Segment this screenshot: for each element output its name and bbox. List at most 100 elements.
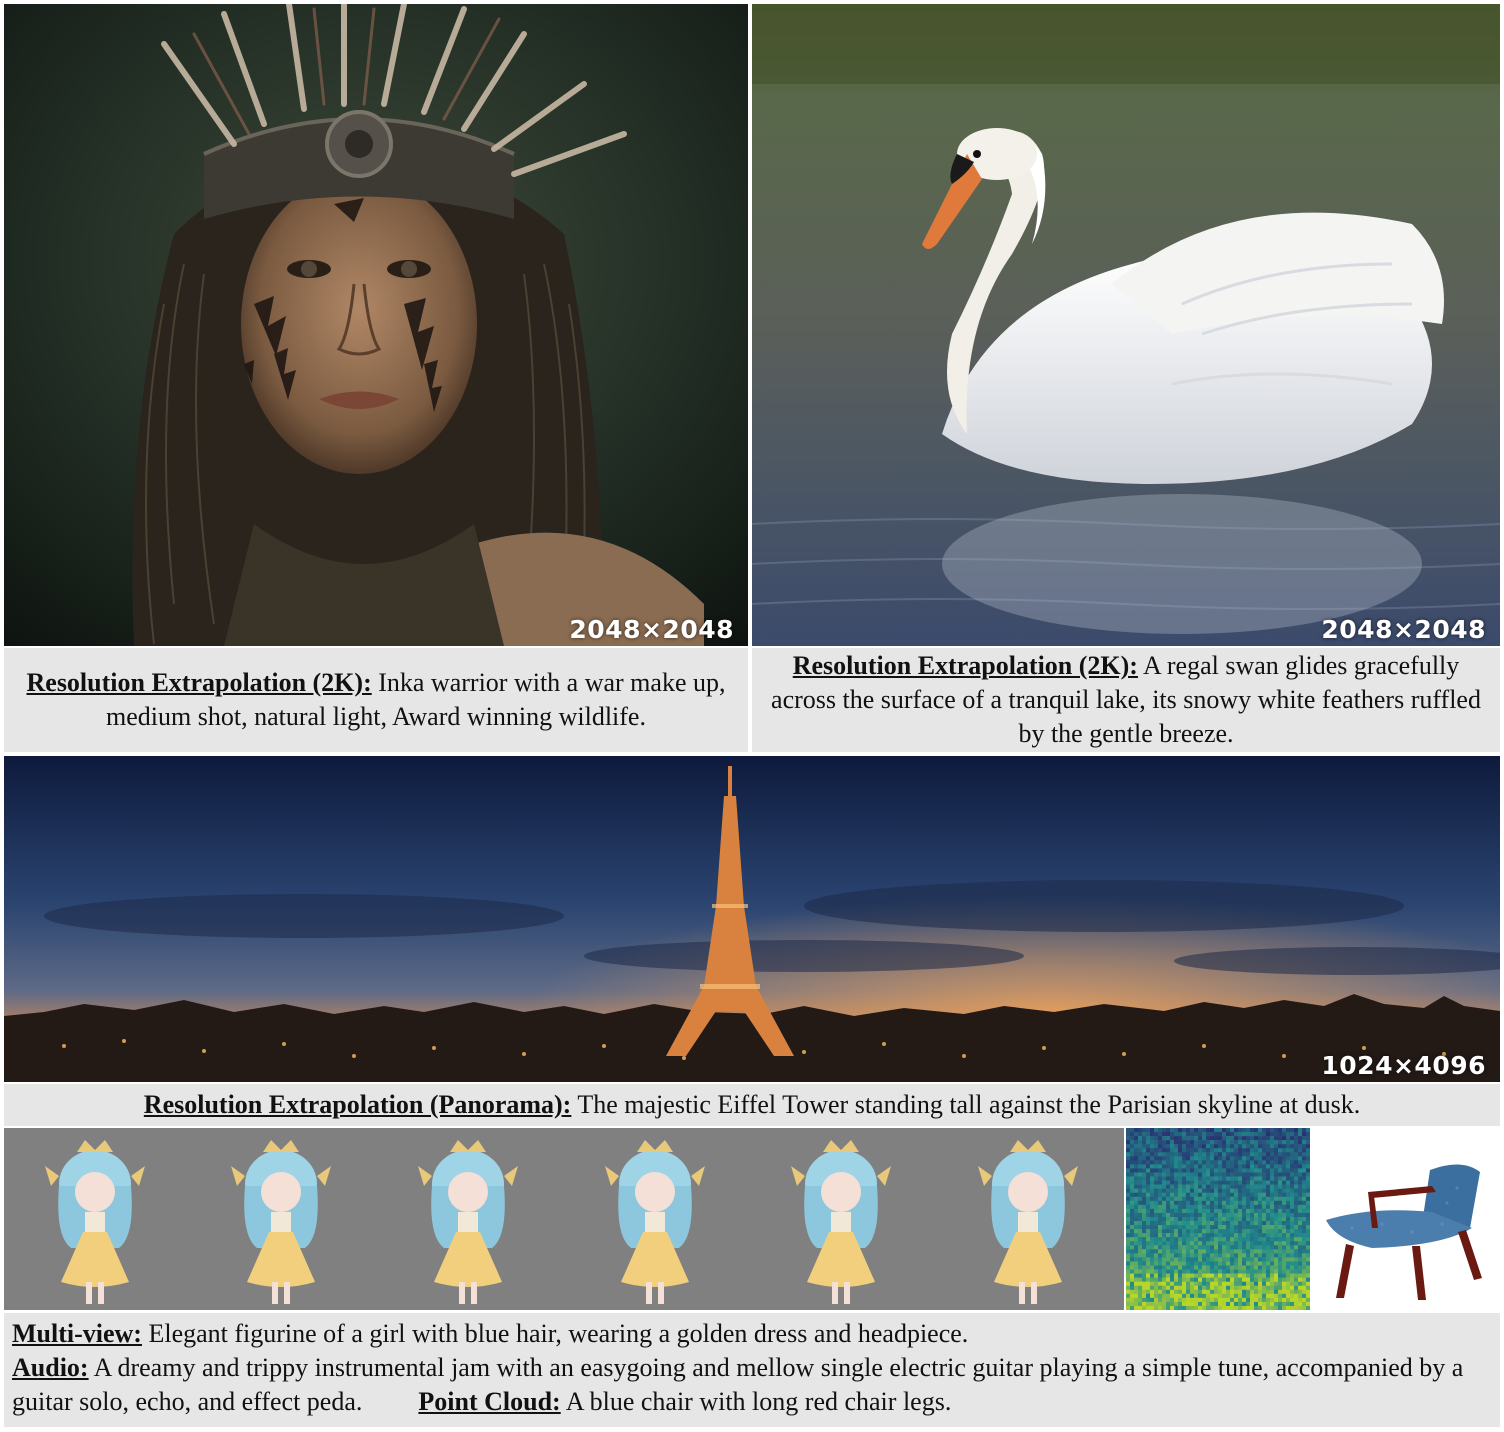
spectrogram-cell: [1242, 1192, 1247, 1198]
spectrogram-cell: [1150, 1180, 1155, 1185]
spectrogram-cell: [1262, 1221, 1267, 1226]
spectrogram-cell: [1138, 1136, 1143, 1141]
spectrogram-cell: [1226, 1160, 1231, 1165]
spectrogram-cell: [1178, 1285, 1183, 1291]
spectrogram-cell: [1306, 1249, 1310, 1254]
spectrogram-cell: [1242, 1140, 1247, 1145]
spectrogram-cell: [1182, 1212, 1187, 1218]
spectrogram-cell: [1190, 1140, 1195, 1145]
spectrogram-cell: [1150, 1273, 1155, 1278]
spectrogram-cell: [1178, 1204, 1183, 1210]
spectrogram-cell: [1254, 1200, 1259, 1206]
spectrogram-cell: [1186, 1285, 1191, 1291]
spectrogram-cell: [1130, 1216, 1135, 1222]
swan-caption: Resolution Extrapolation (2K): A regal s…: [752, 648, 1500, 752]
spectrogram-cell: [1178, 1305, 1183, 1310]
spectrogram-cell: [1138, 1257, 1143, 1262]
spectrogram-cell: [1214, 1208, 1219, 1214]
spectrogram-cell: [1214, 1277, 1219, 1282]
spectrogram-cell: [1206, 1249, 1211, 1254]
spectrogram-cell: [1142, 1180, 1147, 1185]
spectrogram-cell: [1274, 1204, 1279, 1210]
spectrogram-cell: [1146, 1285, 1151, 1291]
spectrogram-cell: [1282, 1297, 1287, 1303]
spectrogram-cell: [1266, 1225, 1271, 1230]
spectrogram-cell: [1166, 1229, 1171, 1234]
spectrogram-cell: [1174, 1204, 1179, 1210]
spectrogram-cell: [1142, 1176, 1147, 1181]
spectrogram-cell: [1274, 1273, 1279, 1278]
spectrogram-cell: [1298, 1148, 1303, 1153]
spectrogram-cell: [1206, 1297, 1211, 1303]
spectrogram-cell: [1262, 1249, 1267, 1254]
spectrogram-cell: [1214, 1156, 1219, 1161]
spectrogram-cell: [1210, 1277, 1215, 1282]
spectrogram-cell: [1130, 1168, 1135, 1173]
spectrogram-cell: [1134, 1261, 1139, 1266]
spectrogram-cell: [1250, 1269, 1255, 1274]
spectrogram-cell: [1250, 1245, 1255, 1250]
spectrogram-cell: [1242, 1200, 1247, 1206]
spectrogram-cell: [1226, 1168, 1231, 1173]
spectrogram-cell: [1210, 1200, 1215, 1206]
spectrogram-cell: [1166, 1128, 1171, 1133]
spectrogram-cell: [1174, 1180, 1179, 1185]
spectrogram-cell: [1210, 1297, 1215, 1303]
spectrogram-cell: [1166, 1237, 1171, 1242]
spectrogram-cell: [1174, 1257, 1179, 1262]
spectrogram-cell: [1294, 1297, 1299, 1303]
spectrogram-cell: [1294, 1233, 1299, 1238]
figurine-view-3: [418, 1140, 518, 1304]
spectrogram-cell: [1146, 1144, 1151, 1149]
spectrogram-cell: [1142, 1233, 1147, 1238]
spectrogram-cell: [1230, 1265, 1235, 1270]
spectrogram-cell: [1218, 1172, 1223, 1177]
spectrogram-cell: [1206, 1160, 1211, 1165]
spectrogram-cell: [1282, 1152, 1287, 1157]
spectrogram-cell: [1282, 1136, 1287, 1141]
spectrogram-cell: [1298, 1168, 1303, 1173]
spectrogram-cell: [1222, 1204, 1227, 1210]
spectrogram-cell: [1270, 1204, 1275, 1210]
spectrogram-cell: [1182, 1196, 1187, 1202]
spectrogram-cell: [1286, 1128, 1291, 1133]
spectrogram-cell: [1246, 1265, 1251, 1270]
spectrogram-cell: [1194, 1140, 1199, 1145]
spectrogram-cell: [1306, 1176, 1310, 1181]
spectrogram-cell: [1234, 1257, 1239, 1262]
spectrogram-cell: [1270, 1301, 1275, 1307]
spectrogram-cell: [1234, 1293, 1239, 1299]
spectrogram-cell: [1142, 1164, 1147, 1169]
spectrogram-cell: [1142, 1168, 1147, 1173]
spectrogram-cell: [1250, 1192, 1255, 1198]
spectrogram-cell: [1246, 1257, 1251, 1262]
spectrogram-cell: [1230, 1289, 1235, 1295]
spectrogram-cell: [1202, 1132, 1207, 1137]
spectrogram-cell: [1154, 1192, 1159, 1198]
spectrogram-cell: [1246, 1128, 1251, 1133]
spectrogram-cell: [1126, 1277, 1131, 1282]
spectrogram-cell: [1178, 1168, 1183, 1173]
spectrogram-cell: [1138, 1281, 1143, 1287]
spectrogram-cell: [1290, 1160, 1295, 1165]
spectrogram-cell: [1186, 1140, 1191, 1145]
spectrogram-cell: [1282, 1144, 1287, 1149]
spectrogram-cell: [1218, 1237, 1223, 1242]
figurine-view-1: [45, 1140, 145, 1304]
spectrogram-cell: [1262, 1208, 1267, 1214]
spectrogram-cell: [1234, 1160, 1239, 1165]
spectrogram-cell: [1190, 1196, 1195, 1202]
spectrogram-cell: [1194, 1132, 1199, 1137]
spectrogram-cell: [1154, 1277, 1159, 1282]
spectrogram-cell: [1238, 1293, 1243, 1299]
spectrogram-cell: [1206, 1148, 1211, 1153]
spectrogram-cell: [1154, 1208, 1159, 1214]
spectrogram-cell: [1266, 1237, 1271, 1242]
spectrogram-cell: [1150, 1164, 1155, 1169]
spectrogram-cell: [1202, 1253, 1207, 1258]
spectrogram-cell: [1166, 1200, 1171, 1206]
spectrogram-cell: [1302, 1281, 1307, 1287]
spectrogram-cell: [1134, 1164, 1139, 1169]
spectrogram-cell: [1186, 1297, 1191, 1303]
spectrogram-cell: [1130, 1233, 1135, 1238]
